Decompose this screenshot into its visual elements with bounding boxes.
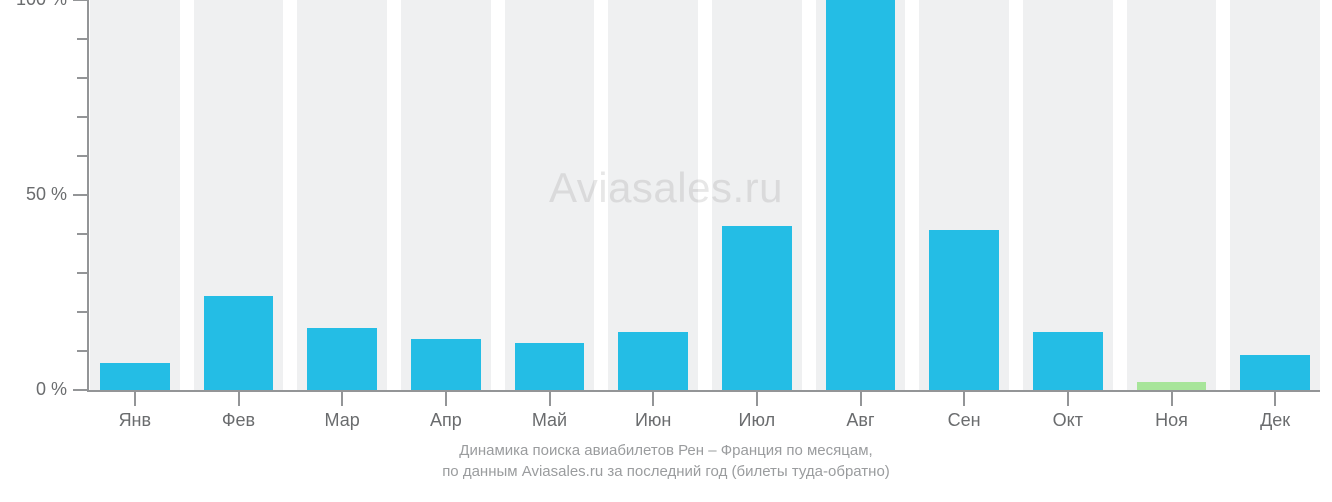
chart-bar [826, 0, 896, 390]
chart-panel [712, 0, 802, 390]
chart-panel [90, 0, 180, 390]
chart-panel [505, 0, 595, 390]
x-tick-mark [756, 392, 758, 406]
y-minor-tick-mark [77, 77, 87, 79]
chart-bar [100, 363, 170, 390]
x-tick-label: Апр [401, 410, 491, 431]
x-tick-label: Мар [297, 410, 387, 431]
x-tick-mark [238, 392, 240, 406]
x-tick-mark [652, 392, 654, 406]
chart-panel [608, 0, 698, 390]
chart-bar [1137, 382, 1207, 390]
chart-panel [194, 0, 284, 390]
x-tick-mark [963, 392, 965, 406]
x-axis-line [87, 390, 1320, 392]
x-tick-mark [445, 392, 447, 406]
caption-line-1: Динамика поиска авиабилетов Рен – Франци… [0, 442, 1332, 459]
y-minor-tick-mark [77, 272, 87, 274]
x-tick-mark [549, 392, 551, 406]
x-tick-label: Дек [1230, 410, 1320, 431]
y-tick-label: 0 % [0, 379, 67, 400]
x-tick-label: Сен [919, 410, 1009, 431]
chart-bar [411, 339, 481, 390]
chart-bar [1033, 332, 1103, 391]
chart-panel [401, 0, 491, 390]
chart-bar [204, 296, 274, 390]
y-tick-mark [73, 0, 87, 1]
chart-bar [307, 328, 377, 390]
y-minor-tick-mark [77, 233, 87, 235]
x-tick-mark [341, 392, 343, 406]
y-tick-mark [73, 389, 87, 391]
chart-bar [515, 343, 585, 390]
y-minor-tick-mark [77, 38, 87, 40]
y-minor-tick-mark [77, 350, 87, 352]
chart-panel [1127, 0, 1217, 390]
chart-container: 0 % 50 % 100 % Янв Фев Мар Апр Май Июн Июл Авг Сен… [0, 0, 1332, 502]
x-tick-label: Июл [712, 410, 802, 431]
x-tick-label: Фев [194, 410, 284, 431]
chart-bar [618, 332, 688, 391]
y-minor-tick-mark [77, 155, 87, 157]
chart-panel [1023, 0, 1113, 390]
y-minor-tick-mark [77, 116, 87, 118]
y-minor-tick-mark [77, 311, 87, 313]
x-tick-label: Окт [1023, 410, 1113, 431]
plot-area [90, 0, 1320, 390]
chart-panel [1230, 0, 1320, 390]
chart-panel [919, 0, 1009, 390]
x-tick-label: Май [505, 410, 595, 431]
caption-line-2: по данным Aviasales.ru за последний год … [0, 463, 1332, 480]
chart-panel [297, 0, 387, 390]
x-tick-mark [134, 392, 136, 406]
x-tick-mark [1171, 392, 1173, 406]
y-tick-mark [73, 194, 87, 196]
chart-bar [722, 226, 792, 390]
y-tick-label: 100 % [0, 0, 67, 10]
x-tick-label: Ноя [1127, 410, 1217, 431]
x-tick-label: Июн [608, 410, 698, 431]
y-tick-label: 50 % [0, 184, 67, 205]
x-tick-label: Янв [90, 410, 180, 431]
chart-bar [929, 230, 999, 390]
chart-bar [1240, 355, 1310, 390]
x-tick-mark [860, 392, 862, 406]
chart-panel [816, 0, 906, 390]
x-tick-label: Авг [816, 410, 906, 431]
x-tick-mark [1274, 392, 1276, 406]
x-tick-mark [1067, 392, 1069, 406]
y-axis-line [87, 0, 89, 390]
